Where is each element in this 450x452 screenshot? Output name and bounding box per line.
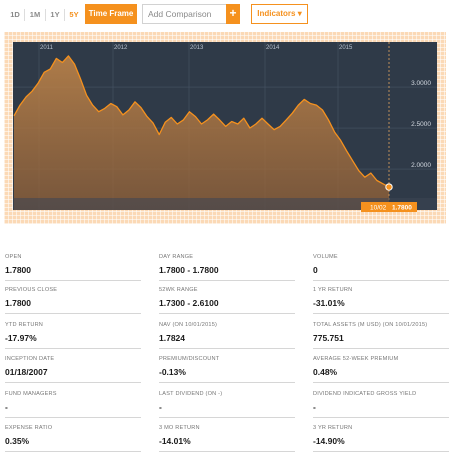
stat-label: OPEN (5, 254, 22, 260)
stat-item: 3 MO RETURN -14.01% (159, 424, 295, 452)
stat-item: NAV (ON 10/01/2015) 1.7824 (159, 321, 295, 349)
time-frame-button[interactable]: Time Frame (85, 4, 137, 24)
price-area-fill (14, 55, 389, 211)
stat-item: TOTAL ASSETS (M USD) (ON 10/01/2015) 775.… (313, 321, 449, 349)
stat-label: TOTAL ASSETS (M USD) (ON 10/01/2015) (313, 322, 428, 328)
price-series-line (13, 55, 390, 188)
add-comparison-button[interactable]: + (226, 4, 240, 24)
stat-item: PREMIUM/DISCOUNT -0.13% (159, 355, 295, 383)
stat-value: 1.7300 - 2.6100 (159, 298, 295, 314)
stat-item: DAY RANGE 1.7800 - 1.7800 (159, 253, 295, 281)
stat-item: VOLUME 0 (313, 253, 449, 281)
x-tick-label: 2013 (190, 45, 204, 51)
stat-value: 1.7800 (5, 265, 141, 281)
x-tick-label: 2014 (266, 45, 280, 51)
stat-label: 3 YR RETURN (313, 425, 353, 431)
stat-label: 1 YR RETURN (313, 287, 353, 293)
stat-item: PREVIOUS CLOSE 1.7800 (5, 286, 141, 314)
stat-item: DIVIDEND INDICATED GROSS YIELD - (313, 390, 449, 418)
timeframe-1y-button[interactable]: 1Y (50, 10, 60, 19)
stat-label: YTD RETURN (5, 322, 44, 328)
stat-label: 3 MO RETURN (159, 425, 200, 431)
stat-item: 1 YR RETURN -31.01% (313, 286, 449, 314)
stat-item: YTD RETURN -17.97% (5, 321, 141, 349)
stat-item: 52WK RANGE 1.7300 - 2.6100 (159, 286, 295, 314)
stat-value: 1.7824 (159, 333, 295, 349)
timeframe-1d-button[interactable]: 1D (10, 10, 20, 19)
stat-value: 1.7800 - 1.7800 (159, 265, 295, 281)
y-tick-label: 3.0000 (411, 80, 431, 87)
stat-item: FUND MANAGERS - (5, 390, 141, 418)
last-point-date-label: 10/02 (370, 205, 387, 212)
chart-footer-band (13, 198, 437, 210)
stat-item: AVERAGE 52-WEEK PREMIUM 0.48% (313, 355, 449, 383)
price-chart-frame: 2011 2012 2013 2014 2015 3.0000 2.5000 2.0000 10… (4, 32, 446, 224)
x-tick-label: 2012 (114, 45, 128, 51)
stat-item: LAST DIVIDEND (ON -) - (159, 390, 295, 418)
stat-label: VOLUME (313, 254, 338, 260)
timeframe-5y-button[interactable]: 5Y (69, 10, 79, 19)
stat-value: 0.48% (313, 367, 449, 383)
stat-label: DAY RANGE (159, 254, 194, 260)
stat-label: PREVIOUS CLOSE (5, 287, 58, 293)
stat-label: EXPENSE RATIO (5, 425, 53, 431)
stat-value: 01/18/2007 (5, 367, 141, 383)
stat-label: LAST DIVIDEND (ON -) (159, 391, 223, 397)
stat-label: 52WK RANGE (159, 287, 198, 293)
timeframe-divider (64, 9, 65, 21)
stat-item: OPEN 1.7800 (5, 253, 141, 281)
price-chart[interactable]: 2011 2012 2013 2014 2015 3.0000 2.5000 2.0000 10… (4, 32, 446, 224)
stat-item: EXPENSE RATIO 0.35% (5, 424, 141, 452)
x-tick-label: 2011 (40, 45, 54, 51)
stat-label: INCEPTION DATE (5, 356, 55, 362)
stat-label: NAV (ON 10/01/2015) (159, 322, 218, 328)
stat-label: AVERAGE 52-WEEK PREMIUM (313, 356, 399, 362)
stat-value: -17.97% (5, 333, 141, 349)
y-tick-label: 2.5000 (411, 121, 431, 128)
indicators-dropdown[interactable]: Indicators ▾ (251, 4, 308, 24)
stat-value: - (159, 402, 295, 418)
add-comparison-input[interactable]: Add Comparison (142, 4, 231, 24)
y-tick-label: 2.0000 (411, 162, 431, 169)
stat-value: 0 (313, 265, 449, 281)
chart-toolbar: 1D 1M 1Y 5Y Time Frame Add Comparison + … (0, 0, 450, 30)
x-tick-label: 2015 (339, 45, 353, 51)
stat-value: 775.751 (313, 333, 449, 349)
timeframe-1m-button[interactable]: 1M (29, 10, 41, 19)
timeframe-divider (24, 9, 25, 21)
stat-value: - (313, 402, 449, 418)
stat-label: PREMIUM/DISCOUNT (159, 356, 220, 362)
timeframe-divider (45, 9, 46, 21)
stat-value: -0.13% (159, 367, 295, 383)
stat-label: DIVIDEND INDICATED GROSS YIELD (313, 391, 417, 397)
stat-value: -31.01% (313, 298, 449, 314)
stat-value: - (5, 402, 141, 418)
last-point-marker[interactable] (385, 183, 393, 191)
stat-value: 1.7800 (5, 298, 141, 314)
stat-label: FUND MANAGERS (5, 391, 57, 397)
last-point-label-box (361, 202, 417, 212)
stat-item: 3 YR RETURN -14.90% (313, 424, 449, 452)
last-point-value-label: 1.7800 (392, 205, 412, 212)
stat-item: INCEPTION DATE 01/18/2007 (5, 355, 141, 383)
